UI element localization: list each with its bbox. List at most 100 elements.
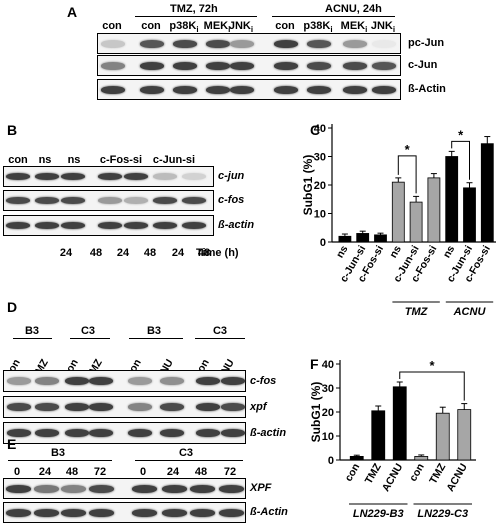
- panel-a-blot-row-band: [101, 39, 125, 48]
- panel-a-group-acnu: ACNU, 24h: [325, 3, 382, 15]
- panel-e-blot-row-band: [60, 484, 86, 493]
- panel-d-group-line: [195, 338, 245, 339]
- y-tick-label: 10: [314, 209, 326, 221]
- y-tick-label: 0: [320, 237, 326, 249]
- panel-b-lane-label: c-Jun-si: [152, 154, 196, 166]
- panel-d-label: D: [7, 299, 18, 315]
- panel-a-blot-row-band: [307, 61, 331, 70]
- panel-d-blot-row: [3, 422, 246, 444]
- panel-b-blot-row: [3, 215, 214, 236]
- panel-e-group-label: C3: [178, 447, 194, 459]
- panel-e-blot-row-band: [131, 484, 157, 493]
- panel-e-blot-row-band: [218, 484, 244, 493]
- group-label: LN229-C3: [417, 508, 468, 520]
- panel-a-row-label: pc-Jun: [408, 37, 445, 49]
- panel-e-blot-row: [3, 502, 246, 523]
- y-tick-label: 40: [322, 359, 334, 371]
- x-tick-label: con: [343, 462, 363, 484]
- bar: [356, 233, 370, 243]
- panel-a-lane-label: JNKi: [228, 20, 254, 35]
- panel-a-group-line-tmz: [135, 16, 257, 17]
- panel-d-blot-row-band: [65, 377, 89, 385]
- panel-e-blot-row-band: [33, 508, 59, 517]
- panel-a-group-tmz: TMZ, 72h: [170, 3, 218, 15]
- panel-f-label: F: [310, 356, 319, 372]
- panel-b-blot-row-band: [61, 173, 85, 180]
- panel-b-blot-row-band: [98, 173, 122, 180]
- inhibitor-subscript: i: [196, 25, 199, 35]
- panel-d-blot-row-band: [7, 403, 31, 411]
- panel-d-blot-row-band: [65, 429, 89, 437]
- panel-e-row-label: XPF: [250, 482, 272, 494]
- panel-e-lane-label: 24: [166, 466, 180, 478]
- significance-star: *: [405, 142, 411, 157]
- panel-a-lane-label: p38Ki: [303, 20, 333, 35]
- panel-a-lane-label: JNKi: [370, 20, 396, 35]
- bar: [414, 456, 429, 461]
- panel-b-lane-label: c-Fos-si: [99, 154, 143, 166]
- panel-d-blot-row-band: [7, 429, 31, 437]
- panel-d-group-line: [13, 338, 52, 339]
- inhibitor-subscript: i: [392, 25, 396, 35]
- panel-b-blot-row-band: [61, 197, 85, 204]
- panel-a-blot-row-band: [230, 61, 254, 70]
- panel-b-blot-row-band: [98, 197, 122, 204]
- inhibitor-subscript: i: [365, 25, 368, 35]
- panel-a-blot-row-band: [307, 39, 331, 48]
- panel-b-blot-row-band: [6, 197, 30, 204]
- panel-b-blot-row-band: [35, 222, 59, 229]
- panel-d-blot-row: [3, 370, 246, 392]
- panel-d-blot-row-band: [128, 429, 152, 437]
- panel-e-blot-row-band: [161, 484, 187, 493]
- panel-d-group-label: B3: [146, 325, 162, 337]
- panel-b-blot-row-band: [153, 222, 177, 229]
- panel-a-label: A: [67, 4, 78, 20]
- panel-b-lane-label: ns: [38, 154, 52, 166]
- panel-a-blot-row-band: [206, 85, 230, 94]
- inhibitor-subscript: i: [250, 25, 254, 35]
- panel-d-row-label: ß-actin: [250, 427, 287, 439]
- panel-d-blot-row-band: [89, 377, 113, 385]
- bar: [374, 234, 387, 243]
- panel-e-blot-row-band: [161, 508, 187, 517]
- significance-star: *: [458, 127, 464, 142]
- panel-e-blot-row-band: [189, 484, 215, 493]
- panel-e-lane-label: 48: [194, 466, 208, 478]
- y-tick-label: 40: [314, 123, 326, 135]
- panel-d-group-line: [129, 338, 183, 339]
- panel-a-blot-row-band: [372, 61, 396, 70]
- panel-a-blot-row-band: [173, 39, 197, 48]
- panel-a-lane-label: p38Ki: [169, 20, 199, 35]
- significance-bracket: [451, 140, 470, 180]
- panel-e-group-line: [8, 460, 112, 461]
- panel-e-lane-label: 72: [93, 466, 107, 478]
- panel-a-blot-row-band: [101, 61, 125, 70]
- bar: [463, 187, 476, 243]
- panel-b-blot-row-band: [124, 173, 148, 180]
- panel-a-blot-row-band: [206, 39, 230, 48]
- panel-e-group-label: B3: [50, 447, 66, 459]
- panel-a-blot-row-band: [372, 39, 396, 48]
- panel-d-blot-row-band: [65, 403, 89, 411]
- panel-a-blot-row-band: [274, 85, 298, 94]
- panel-a-blot-row: [97, 79, 401, 100]
- panel-a-blot-row-band: [206, 61, 230, 70]
- bar: [392, 386, 407, 461]
- panel-b-lane-label: con: [8, 154, 28, 166]
- panel-a-row-label: c-Jun: [408, 59, 438, 71]
- panel-e-blot-row-band: [218, 508, 244, 517]
- panel-b-blot-row-band: [182, 222, 206, 229]
- panel-b-time-value: 24: [171, 247, 185, 259]
- panel-d-blot-row-band: [89, 429, 113, 437]
- panel-b-blot-row-band: [6, 222, 30, 229]
- panel-a-blot-row-band: [274, 61, 298, 70]
- panel-a-blot-row: [97, 33, 401, 54]
- bar: [409, 201, 423, 243]
- panel-b-blot-row-band: [182, 173, 206, 180]
- panel-d-group-label: C3: [212, 325, 228, 337]
- panel-b-blot-row-band: [124, 197, 148, 204]
- y-tick-label: 10: [322, 431, 334, 443]
- panel-d-blot-row-band: [221, 377, 245, 385]
